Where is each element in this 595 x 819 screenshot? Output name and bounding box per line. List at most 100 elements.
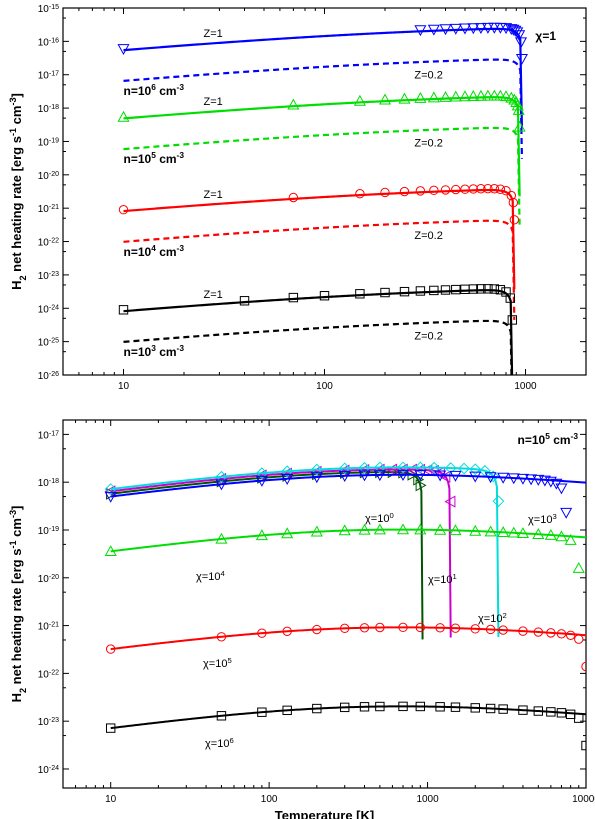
data-point-marker (505, 293, 515, 303)
data-point-marker (533, 706, 544, 716)
data-point-marker (373, 470, 386, 482)
data-point-marker (508, 93, 521, 105)
bottom-y-tick-label: 10-24 (38, 764, 59, 776)
top-plot-frame (62, 7, 587, 376)
data-point-marker (373, 461, 386, 474)
data-point-marker (338, 462, 351, 475)
data-point-marker (574, 634, 584, 644)
top-y-tick-label: 10-18 (38, 104, 59, 116)
z02-label: Z=0.2 (414, 138, 442, 150)
data-point-marker (469, 471, 482, 483)
density-label: n=106 cm-3 (124, 82, 185, 98)
data-point-marker (415, 701, 426, 712)
series-line (110, 471, 424, 640)
data-point-marker (525, 474, 538, 486)
data-point-marker (281, 465, 294, 478)
data-point-marker (497, 526, 510, 537)
data-point-marker (415, 479, 427, 492)
data-point-marker (555, 530, 568, 542)
data-point-marker (288, 292, 299, 303)
bottom-x-tick-label: 1000 (416, 794, 439, 805)
data-point-marker (533, 627, 544, 637)
data-point-marker (476, 284, 486, 294)
data-point-marker (439, 24, 452, 36)
z1-series-line (123, 188, 516, 290)
data-point-marker (508, 197, 519, 208)
data-point-marker (338, 471, 351, 483)
data-point-marker (427, 91, 440, 103)
data-point-marker (492, 495, 505, 508)
data-point-marker (380, 187, 390, 198)
data-point-marker (398, 701, 408, 712)
data-point-marker (257, 628, 267, 638)
data-point-marker (487, 470, 500, 483)
data-point-marker (501, 186, 511, 196)
data-point-marker (355, 189, 365, 199)
data-point-marker (485, 624, 496, 635)
data-point-marker (449, 524, 462, 536)
series-label: χ=106 (205, 736, 234, 751)
data-point-marker (281, 474, 294, 485)
bottom-y-tick-label: 10-20 (38, 573, 59, 585)
data-point-marker (355, 289, 365, 299)
data-point-marker (117, 44, 130, 56)
data-point-marker (282, 705, 292, 716)
panel-label: n=105 cm-3 (518, 431, 579, 447)
top-y-tick-label: 10-15 (38, 4, 59, 16)
data-point-marker (434, 523, 447, 535)
data-point-marker (435, 702, 445, 712)
data-point-marker (288, 192, 299, 203)
data-point-marker (281, 527, 294, 539)
series-label: χ=101 (428, 572, 457, 587)
data-point-marker (513, 30, 526, 42)
series-line (110, 705, 586, 730)
data-point-marker (118, 305, 129, 315)
z1-label: Z=1 (203, 28, 222, 40)
top-y-tick-label: 10-23 (38, 270, 59, 282)
data-point-marker (215, 479, 228, 491)
series-line (110, 466, 500, 638)
data-point-marker (451, 284, 461, 295)
data-point-marker (428, 461, 441, 474)
bottom-y-tick-label: 10-22 (38, 669, 59, 681)
z1-label: Z=1 (203, 289, 222, 301)
z02-series-line (123, 219, 516, 320)
data-point-marker (434, 470, 447, 482)
data-point-marker (414, 91, 427, 103)
data-point-marker (358, 461, 371, 474)
data-point-marker (458, 23, 472, 35)
data-point-marker (544, 476, 557, 488)
data-point-marker (483, 284, 493, 294)
data-point-marker (506, 190, 517, 201)
data-point-marker (415, 186, 426, 196)
data-point-marker (312, 703, 322, 714)
data-point-marker (414, 461, 427, 474)
data-point-marker (427, 24, 440, 36)
data-point-marker (375, 622, 385, 633)
data-point-marker (516, 473, 530, 485)
data-point-marker (481, 89, 494, 101)
data-point-marker (359, 623, 370, 633)
data-point-marker (439, 90, 452, 102)
series-label: χ=102 (478, 611, 507, 626)
top-x-tick-label: 10 (118, 381, 130, 392)
data-point-marker (396, 523, 410, 535)
data-point-marker (544, 528, 557, 540)
data-point-marker (449, 23, 462, 35)
data-point-marker (513, 120, 526, 132)
data-point-marker (518, 705, 528, 715)
z02-label: Z=0.2 (414, 69, 442, 81)
z1-label: Z=1 (203, 96, 222, 108)
data-point-marker (450, 623, 461, 633)
top-curves (117, 22, 528, 375)
data-point-marker (556, 629, 567, 639)
data-point-marker (484, 525, 497, 537)
data-point-marker (574, 713, 584, 723)
data-point-marker (511, 99, 524, 111)
data-point-marker (104, 545, 117, 557)
data-point-marker (518, 626, 528, 636)
data-point-marker (516, 527, 530, 539)
panel-label: χ=1 (535, 29, 556, 43)
z02-series-line (123, 319, 513, 375)
data-point-marker (415, 286, 426, 296)
